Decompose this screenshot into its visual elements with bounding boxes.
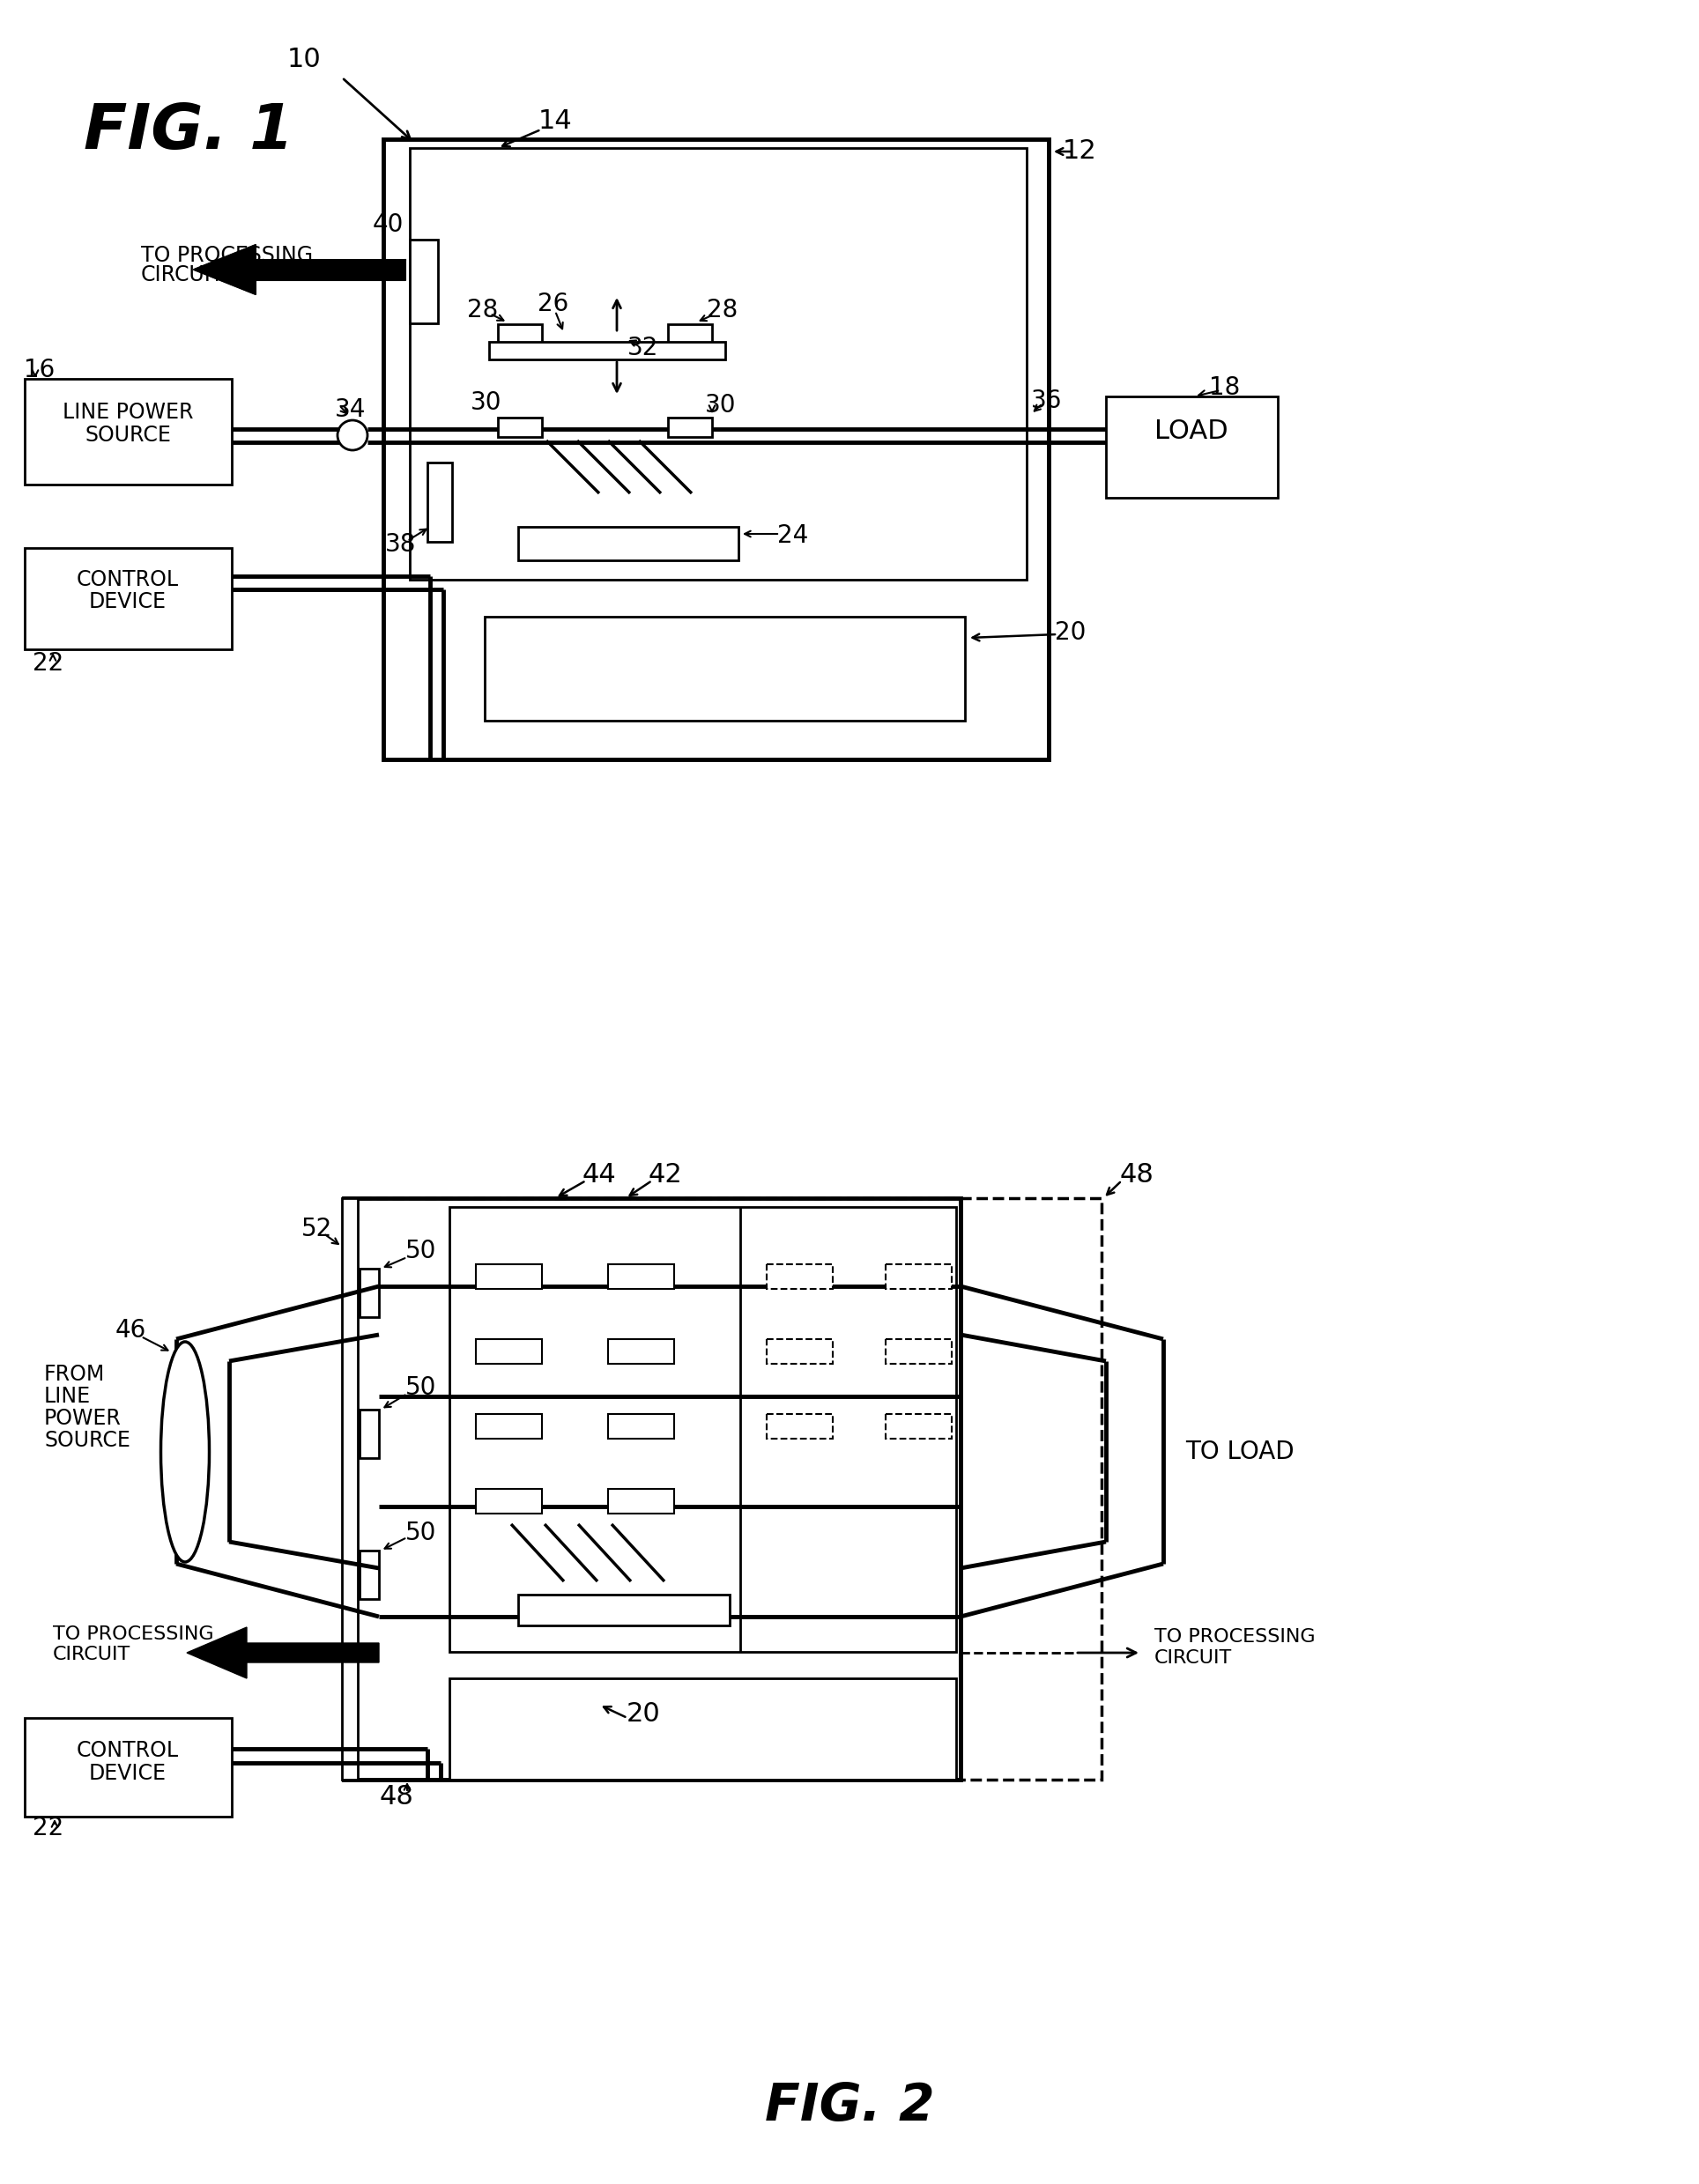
Text: CONTROL: CONTROL	[76, 1741, 178, 1760]
Text: 52: 52	[302, 1216, 333, 1241]
Text: POWER: POWER	[44, 1409, 122, 1428]
Text: 24: 24	[778, 524, 809, 548]
Bar	[343, 1199, 1101, 1780]
Bar	[484, 616, 965, 721]
Text: 32: 32	[627, 336, 659, 360]
Text: TO LOAD: TO LOAD	[1186, 1439, 1295, 1463]
Bar	[409, 149, 1026, 579]
Text: TO PROCESSING: TO PROCESSING	[53, 1625, 214, 1642]
Text: FIG. 2: FIG. 2	[765, 2081, 934, 2132]
Bar	[489, 343, 725, 360]
Bar	[766, 1265, 833, 1289]
Bar	[518, 526, 739, 561]
Bar	[25, 1719, 231, 1817]
Bar	[1106, 397, 1278, 498]
Bar	[885, 1339, 951, 1363]
Bar	[885, 1413, 951, 1439]
Bar	[498, 323, 542, 343]
Text: 36: 36	[1031, 389, 1062, 413]
Text: CONTROL: CONTROL	[76, 570, 178, 590]
Text: CIRCUIT: CIRCUIT	[1154, 1649, 1232, 1666]
Bar	[668, 417, 712, 437]
Text: 10: 10	[287, 48, 321, 72]
Bar	[428, 463, 452, 542]
Text: CIRCUIT: CIRCUIT	[141, 264, 224, 286]
Text: 16: 16	[24, 358, 54, 382]
Text: 28: 28	[707, 297, 737, 323]
Text: 22: 22	[32, 651, 65, 675]
Polygon shape	[187, 1627, 379, 1677]
Text: 42: 42	[649, 1162, 683, 1188]
Text: LINE POWER: LINE POWER	[63, 402, 194, 424]
Bar	[360, 1269, 379, 1317]
Text: 28: 28	[467, 297, 498, 323]
Bar	[885, 1265, 951, 1289]
Bar	[409, 240, 438, 323]
Text: CIRCUIT: CIRCUIT	[53, 1647, 131, 1664]
Text: 22: 22	[32, 1815, 65, 1841]
Bar	[360, 1409, 379, 1459]
Bar	[476, 1489, 542, 1514]
Text: 44: 44	[583, 1162, 617, 1188]
Text: FROM: FROM	[44, 1363, 105, 1385]
Polygon shape	[194, 245, 406, 295]
Text: SOURCE: SOURCE	[85, 424, 172, 446]
Text: 38: 38	[386, 533, 416, 557]
Bar	[518, 1594, 729, 1625]
Ellipse shape	[161, 1341, 209, 1562]
Text: 50: 50	[406, 1238, 437, 1262]
Bar	[608, 1265, 675, 1289]
Text: 48: 48	[1120, 1162, 1154, 1188]
Bar	[608, 1413, 675, 1439]
Text: DEVICE: DEVICE	[88, 1762, 167, 1784]
Text: 30: 30	[471, 391, 503, 415]
Text: 40: 40	[372, 212, 403, 238]
Bar	[766, 1339, 833, 1363]
Text: 34: 34	[335, 397, 367, 422]
Bar	[25, 548, 231, 649]
Bar	[343, 1199, 960, 1780]
Text: 14: 14	[539, 109, 573, 135]
Text: LINE: LINE	[44, 1387, 90, 1406]
Text: SOURCE: SOURCE	[44, 1431, 131, 1450]
Text: 48: 48	[379, 1784, 413, 1811]
Bar	[450, 1208, 957, 1651]
Bar	[668, 323, 712, 343]
Bar	[450, 1677, 957, 1780]
Text: LOAD: LOAD	[1155, 419, 1228, 446]
Text: 20: 20	[627, 1701, 661, 1725]
Bar	[608, 1489, 675, 1514]
Text: DEVICE: DEVICE	[88, 592, 167, 612]
Bar	[360, 1551, 379, 1599]
Bar	[341, 1199, 358, 1780]
Text: 50: 50	[406, 1520, 437, 1546]
Text: FIG. 1: FIG. 1	[83, 100, 294, 162]
Text: 20: 20	[1055, 620, 1086, 644]
Text: 12: 12	[1062, 140, 1096, 164]
Bar	[384, 140, 1048, 760]
Text: 26: 26	[539, 293, 569, 317]
Text: 46: 46	[116, 1317, 146, 1343]
Bar	[25, 378, 231, 485]
Text: TO PROCESSING: TO PROCESSING	[1154, 1627, 1315, 1647]
Bar	[476, 1413, 542, 1439]
Bar	[498, 417, 542, 437]
Bar	[608, 1339, 675, 1363]
Bar	[476, 1339, 542, 1363]
Bar	[476, 1265, 542, 1289]
Text: 50: 50	[406, 1376, 437, 1400]
Bar	[766, 1413, 833, 1439]
Text: 30: 30	[705, 393, 736, 417]
Text: TO PROCESSING: TO PROCESSING	[141, 245, 313, 266]
Text: 18: 18	[1210, 376, 1240, 400]
